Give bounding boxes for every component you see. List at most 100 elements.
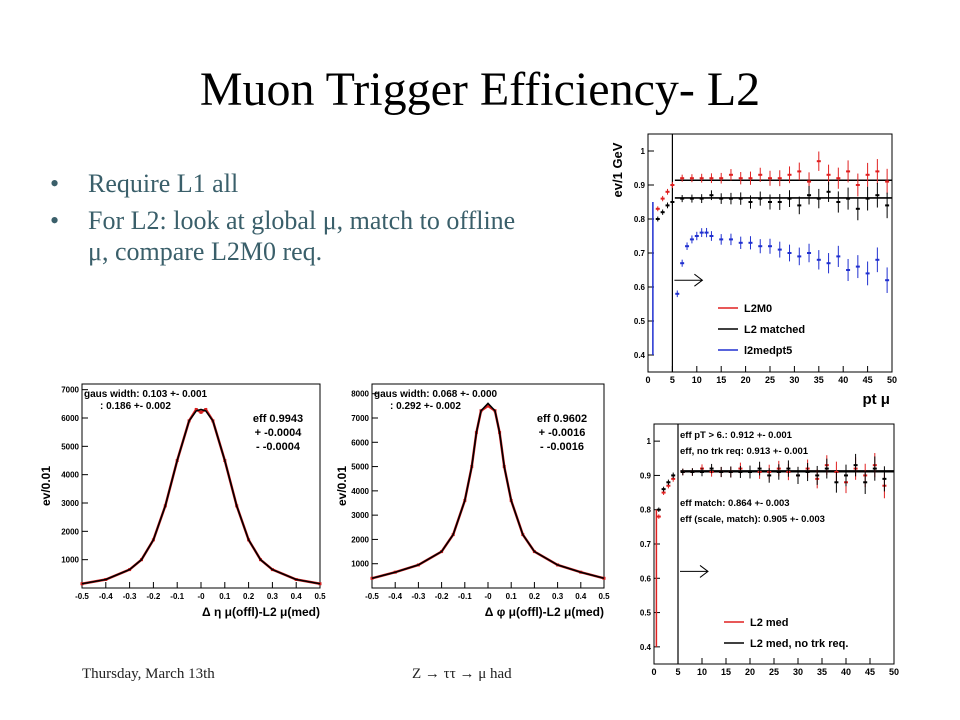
footer-date: Thursday, March 13th — [82, 666, 215, 682]
fit-annotation: gaus width: 0.068 +- 0.000 — [374, 389, 498, 400]
data-point — [758, 197, 763, 200]
data-point — [777, 177, 782, 180]
eff-annotation: - -0.0004 — [256, 441, 301, 453]
data-point — [836, 201, 841, 203]
data-point — [797, 170, 802, 173]
data-point — [204, 408, 208, 411]
data-point — [728, 238, 733, 241]
legend-label: L2 med — [750, 617, 789, 629]
data-point — [661, 491, 666, 494]
data-point — [807, 252, 812, 254]
x-tick-label: 40 — [838, 375, 848, 385]
data-point — [797, 204, 802, 207]
x-tick-label: 15 — [716, 375, 726, 385]
chart-eff-pt-top: 0.40.50.60.70.80.910 5 10 15 20 25 30 35 40 45 50e… — [610, 133, 897, 408]
x-tick-label: 10 — [697, 667, 707, 677]
data-point — [709, 467, 714, 470]
data-point — [660, 197, 665, 200]
data-point — [680, 471, 685, 473]
data-point — [787, 197, 792, 200]
x-tick-label: 20 — [745, 667, 755, 677]
x-tick-label: 50 — [887, 375, 897, 385]
data-point — [846, 197, 851, 200]
data-point — [786, 467, 791, 470]
fit-annotation: : 0.186 +- 0.002 — [100, 401, 171, 412]
eff-annotation: + -0.0016 — [539, 427, 586, 439]
data-point — [670, 201, 675, 203]
y-tick-label: 0.8 — [640, 506, 652, 515]
data-point — [689, 177, 694, 180]
x-tick-label: -0.3 — [123, 592, 137, 601]
data-point — [748, 471, 752, 473]
data-point — [768, 245, 772, 248]
data-point — [834, 481, 839, 484]
data-point — [700, 471, 704, 473]
legend-label: L2 matched — [744, 324, 805, 336]
data-point — [694, 235, 699, 237]
y-tick-label: 2000 — [351, 535, 369, 544]
data-point — [846, 170, 851, 173]
x-tick-label: -0 — [484, 592, 492, 601]
threshold-arrow-icon — [674, 273, 704, 287]
y-tick-label: 1000 — [351, 560, 369, 569]
y-tick-label: 5000 — [61, 442, 79, 451]
data-point — [728, 173, 733, 176]
y-tick-label: 3000 — [351, 511, 369, 520]
x-tick-label: 30 — [789, 375, 799, 385]
x-tick-label: 45 — [863, 375, 873, 385]
data-point — [661, 488, 666, 491]
data-point — [680, 197, 685, 200]
data-point — [777, 201, 782, 203]
bullet-dot-icon: • — [50, 169, 60, 198]
data-point — [656, 508, 661, 511]
x-tick-label: 0 — [651, 667, 656, 677]
x-tick-label: -0.4 — [99, 592, 113, 601]
bullet-text: Require L1 all — [88, 169, 239, 198]
eff-annotation: eff match: 0.864 +- 0.003 — [680, 498, 790, 509]
y-tick-label: 6000 — [61, 414, 79, 423]
x-axis-label: pt μ — [862, 391, 890, 408]
plot-eff-pt-bottom: 0.4 0.5 0.6 0.7 0.8 0.9 1 0 5 10 15 20 25 30 35 40 45 50 L… — [618, 420, 902, 682]
x-tick-label: 50 — [889, 667, 899, 677]
y-axis-label: ev/0.01 — [39, 466, 53, 506]
data-point — [776, 471, 781, 473]
data-point — [748, 177, 753, 180]
data-point — [807, 180, 812, 183]
eff-annotation: - -0.0016 — [540, 441, 584, 453]
footer-process: Z → ττ → μ had — [412, 666, 512, 682]
y-tick-label: 5000 — [351, 463, 369, 472]
x-tick-label: 40 — [841, 667, 851, 677]
data-point — [885, 204, 890, 207]
x-tick-label: 0.3 — [267, 592, 279, 601]
data-point — [738, 197, 743, 200]
data-point — [738, 177, 743, 180]
x-axis-label: Δ η μ(offl)-L2 μ(med) — [202, 605, 320, 619]
data-point — [885, 279, 890, 282]
bullet-list: • Require L1 all • For L2: look at globa… — [50, 168, 520, 273]
x-tick-label: 0.5 — [598, 592, 610, 601]
bullet-item: • Require L1 all — [50, 168, 520, 199]
y-tick-label: 7000 — [61, 386, 79, 395]
data-point — [836, 177, 841, 180]
x-tick-label: -0.1 — [170, 592, 184, 601]
data-point — [675, 292, 680, 295]
y-tick-label: 8000 — [351, 390, 369, 399]
x-tick-label: 25 — [765, 375, 775, 385]
x-tick-label: -0.2 — [147, 592, 161, 601]
fit-annotation: gaus width: 0.103 +- 0.001 — [84, 389, 208, 400]
data-point — [719, 197, 724, 200]
plot-delta-phi: 1000 2000 3000 4000 5000 6000 7000 8000 -0.5 -0.4… — [334, 372, 624, 630]
data-point — [836, 255, 841, 258]
data-point — [865, 197, 870, 200]
data-point — [767, 474, 772, 477]
data-point — [690, 471, 695, 473]
x-tick-label: -0.2 — [435, 592, 449, 601]
bullet-item: • For L2: look at global μ, match to off… — [50, 205, 520, 267]
data-point — [709, 177, 714, 180]
x-tick-label: 0.1 — [506, 592, 518, 601]
data-point — [660, 211, 665, 214]
data-point — [671, 474, 676, 477]
series-line — [81, 408, 321, 585]
y-tick-label: 0.7 — [634, 249, 646, 258]
x-tick-label: 0.2 — [529, 592, 541, 601]
